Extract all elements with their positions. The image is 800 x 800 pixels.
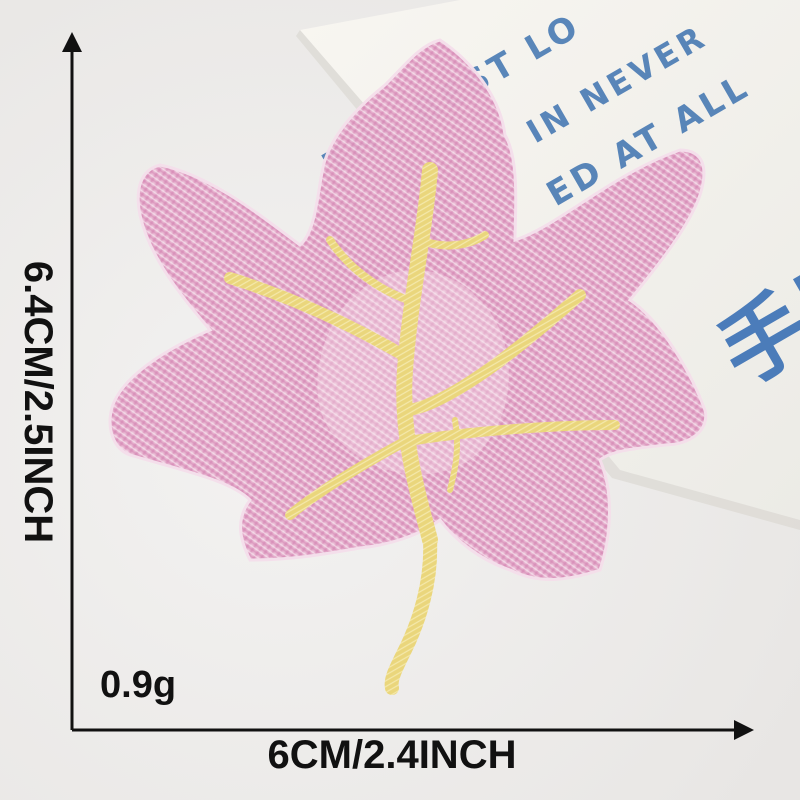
- horizontal-arrow: [72, 720, 754, 740]
- leaf-highlight: [317, 270, 509, 475]
- vertical-arrow: [62, 32, 82, 730]
- weight-label: 0.9g: [100, 664, 177, 706]
- width-measurement-label: 6CM/2.4INCH: [267, 733, 517, 777]
- leaf-veins: [224, 162, 620, 695]
- height-measurement-label: 6.4CM/2.5INCH: [16, 260, 60, 544]
